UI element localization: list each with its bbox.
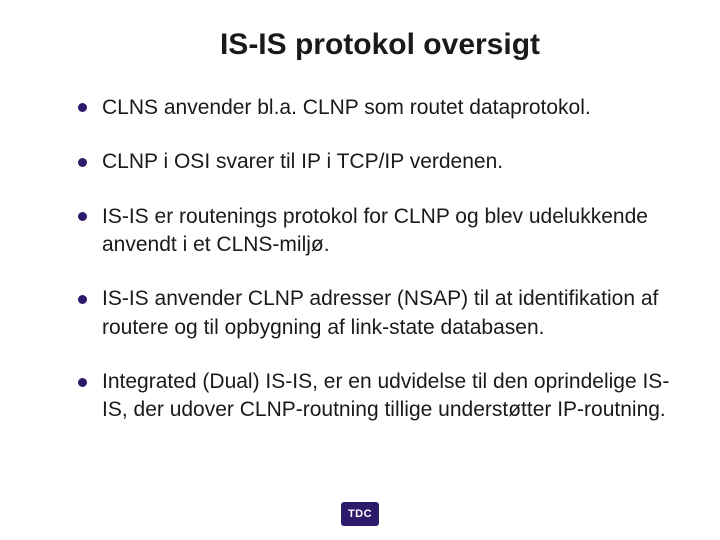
list-item: CLNP i OSI svarer til IP i TCP/IP verden…	[78, 148, 670, 176]
bullet-text: CLNP i OSI svarer til IP i TCP/IP verden…	[102, 150, 503, 173]
list-item: Integrated (Dual) IS-IS, er en udvidelse…	[78, 368, 670, 425]
bullet-text: IS-IS er routenings protokol for CLNP og…	[102, 205, 648, 256]
bullet-text: CLNS anvender bl.a. CLNP som routet data…	[102, 96, 591, 119]
bullet-text: IS-IS anvender CLNP adresser (NSAP) til …	[102, 287, 658, 338]
logo-text: TDC	[348, 508, 372, 520]
bullet-text: Integrated (Dual) IS-IS, er en udvidelse…	[102, 370, 669, 421]
list-item: IS-IS anvender CLNP adresser (NSAP) til …	[78, 285, 670, 342]
tdc-logo: TDC	[341, 502, 379, 526]
list-item: IS-IS er routenings protokol for CLNP og…	[78, 203, 670, 260]
slide: IS-IS protokol oversigt CLNS anvender bl…	[0, 0, 720, 540]
bullet-list: CLNS anvender bl.a. CLNP som routet data…	[50, 94, 670, 425]
slide-title: IS-IS protokol oversigt	[130, 28, 630, 62]
list-item: CLNS anvender bl.a. CLNP som routet data…	[78, 94, 670, 122]
